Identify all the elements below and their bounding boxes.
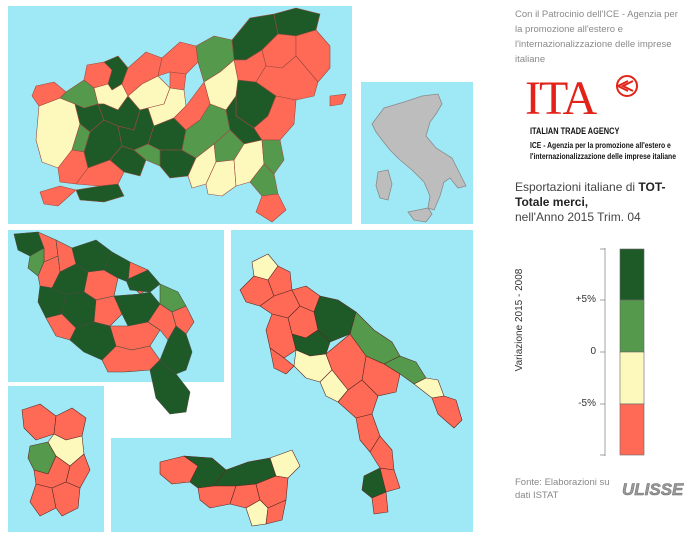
legend-tick-label: 0 (590, 346, 596, 357)
province[interactable] (249, 163, 279, 197)
province[interactable] (267, 265, 293, 297)
map-title: Esportazioni italiane di TOT- Totale mer… (515, 180, 691, 225)
ita-emblem-arrows-icon (615, 80, 634, 92)
province[interactable] (169, 71, 187, 91)
agency-name-en: ITALIAN TRADE AGENCY (530, 126, 620, 136)
source-note: Fonte: Elaborazioni su dati ISTAT (515, 477, 610, 501)
province[interactable] (29, 483, 57, 517)
legend-tick-label: -5% (578, 398, 596, 409)
province[interactable] (103, 251, 131, 283)
inset-italy-map (371, 93, 467, 223)
province[interactable] (75, 183, 125, 203)
sardinia-map (21, 403, 91, 517)
province[interactable] (51, 481, 81, 517)
province[interactable] (261, 139, 285, 175)
title-product: TOT- Totale merci, (515, 180, 666, 209)
sicily-map (159, 449, 301, 527)
province[interactable] (431, 395, 463, 429)
ulisse-wordmark: ULISSE (622, 480, 684, 499)
title-prefix: Esportazioni italiane di (515, 180, 639, 194)
ita-logo: ITA (525, 72, 638, 120)
province[interactable] (159, 325, 193, 375)
south-italy-map (239, 253, 463, 515)
province[interactable] (255, 193, 287, 223)
sardinia-silhouette (375, 169, 393, 201)
sicily-silhouette (407, 207, 433, 223)
legend-colorbar (600, 248, 645, 456)
province[interactable] (93, 295, 123, 327)
ita-logo-letters: ITA (525, 72, 597, 120)
province[interactable] (265, 313, 297, 359)
province[interactable] (265, 499, 287, 525)
legend-class-strong-decline (619, 403, 645, 456)
province[interactable] (371, 491, 389, 515)
legend-class-strong-growth (619, 248, 645, 301)
north-italy-map (31, 7, 347, 223)
italy-silhouette (371, 93, 467, 211)
title-period: nell'Anno 2015 Trim. 04 (515, 210, 641, 224)
province[interactable] (269, 347, 295, 375)
province[interactable] (125, 269, 161, 293)
province[interactable] (157, 41, 199, 77)
legend-class-decline (619, 351, 645, 405)
central-italy-map (13, 231, 195, 415)
legend-tick-label: +5% (575, 294, 596, 305)
legend-class-growth (619, 299, 645, 353)
ulisse-logo: ULISSE (622, 480, 685, 499)
legend-axis-label: Variazione 2015 - 2008 (514, 268, 525, 372)
province[interactable] (269, 449, 301, 479)
agency-name-it: ICE - Agenzia per la promozione all'este… (530, 140, 676, 161)
province[interactable] (39, 185, 77, 207)
patronage-note: Con il Patrocinio dell'ICE - Agenzia per… (515, 9, 678, 65)
province[interactable] (329, 93, 347, 107)
province[interactable] (369, 435, 395, 471)
